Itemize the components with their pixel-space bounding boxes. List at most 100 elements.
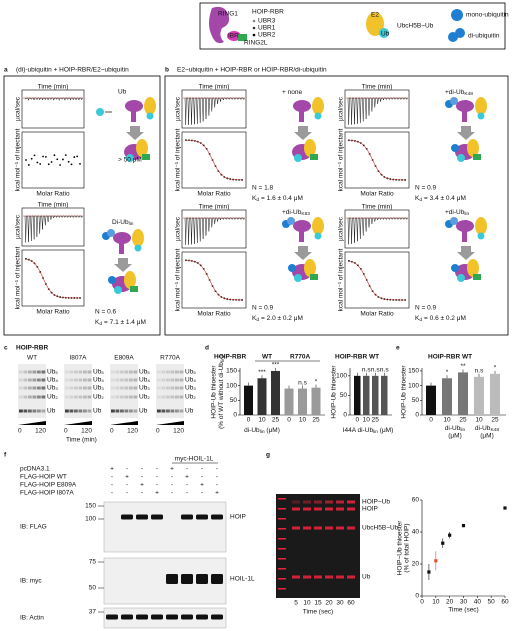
gel-band bbox=[41, 395, 46, 399]
itc-fit-frame bbox=[21, 249, 85, 307]
rbr-part: IBR bbox=[228, 33, 239, 40]
itc-fit-curve bbox=[185, 259, 243, 301]
rbr-part: RING2L bbox=[244, 40, 268, 47]
gel-band bbox=[179, 409, 184, 413]
band-label: UbcH5B~Ub bbox=[362, 525, 399, 532]
y-tick-label: 40 bbox=[412, 529, 420, 536]
bar bbox=[490, 373, 500, 415]
time-tick: 10 bbox=[303, 600, 311, 607]
band-label: Ub bbox=[47, 408, 56, 415]
hoip-icon bbox=[113, 232, 131, 244]
x-tick-label: 25 bbox=[459, 417, 467, 424]
text-part: lin bbox=[373, 429, 378, 435]
blot-band bbox=[166, 574, 178, 584]
text-part: lin bbox=[220, 357, 226, 362]
legend-dot bbox=[252, 19, 256, 23]
itc-power-label: µcal/sec bbox=[15, 214, 22, 239]
gel-band bbox=[37, 370, 41, 374]
gel-band bbox=[32, 409, 37, 413]
gel-band bbox=[37, 386, 41, 390]
ladder-band bbox=[278, 578, 286, 580]
complex-icon bbox=[108, 276, 116, 284]
x-tick-label: 0 bbox=[429, 417, 433, 424]
e2-icon bbox=[475, 217, 487, 235]
itc-ratio-label: Molar Ratio bbox=[197, 191, 231, 198]
x-axis-label: di-Ublin (μM) bbox=[244, 427, 280, 436]
point bbox=[503, 506, 507, 510]
panel-a-frame bbox=[3, 75, 161, 336]
e2-icon bbox=[144, 97, 156, 115]
y-tick-label: 0 bbox=[233, 412, 237, 419]
gel-band bbox=[19, 370, 23, 374]
mw-marker: 37 bbox=[89, 609, 97, 616]
text-part: ) bbox=[218, 355, 225, 357]
gel-band bbox=[347, 575, 355, 579]
gel-band bbox=[161, 370, 166, 374]
itc-raw-trace bbox=[24, 97, 83, 101]
hoip-icon bbox=[125, 100, 143, 112]
panel-label: b bbox=[165, 67, 169, 74]
itc-point bbox=[79, 162, 81, 165]
band-label: Ub₃ bbox=[139, 385, 150, 392]
significance: *** bbox=[258, 369, 266, 376]
band-label: Ub₄ bbox=[139, 377, 150, 384]
kd-value: Kd = 3.4 ± 0.4 μM bbox=[415, 195, 466, 204]
gel-band bbox=[157, 395, 161, 399]
itc-fit-frame bbox=[344, 251, 410, 309]
y-axis-label: HOIP-Ub thioester bbox=[331, 365, 338, 419]
gel-band bbox=[170, 378, 175, 382]
sign: - bbox=[141, 490, 143, 497]
y-axis-label: (% of total HOIP) bbox=[404, 523, 411, 572]
gel-band bbox=[69, 378, 74, 382]
gel-band bbox=[336, 526, 344, 530]
ligand-label: +di-UbK63 bbox=[282, 209, 310, 218]
gel-band bbox=[28, 370, 32, 374]
gel-band bbox=[28, 395, 32, 399]
gel-title: R770A bbox=[160, 355, 181, 362]
hoip-icon bbox=[293, 100, 311, 112]
gel-band bbox=[347, 500, 355, 504]
itc-time-label: Time (min) bbox=[199, 84, 230, 91]
gel-band bbox=[28, 378, 32, 382]
gel-band bbox=[175, 395, 179, 399]
complex-icon bbox=[473, 274, 481, 280]
gel-band bbox=[65, 378, 69, 382]
panel-label: d bbox=[205, 345, 209, 352]
time-label: Time (min) bbox=[66, 437, 97, 444]
gel-band bbox=[314, 507, 322, 511]
x-axis-label: I44A di-Ublin (μM) bbox=[343, 427, 394, 436]
band-label: Ub₄ bbox=[93, 377, 104, 384]
kd-value: Kd = 1.6 ± 0.4 μM bbox=[252, 195, 303, 204]
band-label: Ub₅ bbox=[93, 369, 104, 376]
y-tick-label: 0 bbox=[415, 593, 419, 600]
sign: + bbox=[215, 490, 219, 497]
sign: - bbox=[171, 474, 173, 481]
gel-band bbox=[170, 370, 175, 374]
text-part: d bbox=[99, 321, 102, 327]
legend-dot bbox=[252, 33, 256, 37]
text-part: = 3.4 ± 0.4 μM bbox=[424, 195, 466, 202]
gel-band bbox=[347, 526, 355, 530]
itc-power-label: µcal/sec bbox=[175, 96, 182, 121]
itc-ratio-label: Molar Ratio bbox=[197, 311, 231, 318]
hoip-icon bbox=[456, 220, 474, 232]
sign: - bbox=[186, 490, 188, 497]
gel-band bbox=[175, 370, 179, 374]
itc-point bbox=[50, 161, 53, 163]
gel-band bbox=[161, 409, 166, 413]
complex-icon bbox=[457, 274, 465, 282]
ladder-band bbox=[278, 508, 286, 510]
gel-band bbox=[19, 409, 23, 413]
kd-value: Kd = 2.0 ± 0.2 μM bbox=[252, 315, 303, 324]
hoip-icon bbox=[299, 110, 304, 122]
ladder-band bbox=[278, 588, 286, 590]
gel-band bbox=[74, 370, 78, 374]
gel-band bbox=[303, 507, 311, 511]
sign: - bbox=[126, 466, 128, 473]
x-tick-label: 10 bbox=[475, 417, 483, 424]
time-label: Time (sec) bbox=[303, 609, 333, 616]
sign: - bbox=[171, 482, 173, 489]
gel-band bbox=[115, 386, 120, 390]
sign: - bbox=[141, 474, 143, 481]
gel-band bbox=[124, 386, 129, 390]
